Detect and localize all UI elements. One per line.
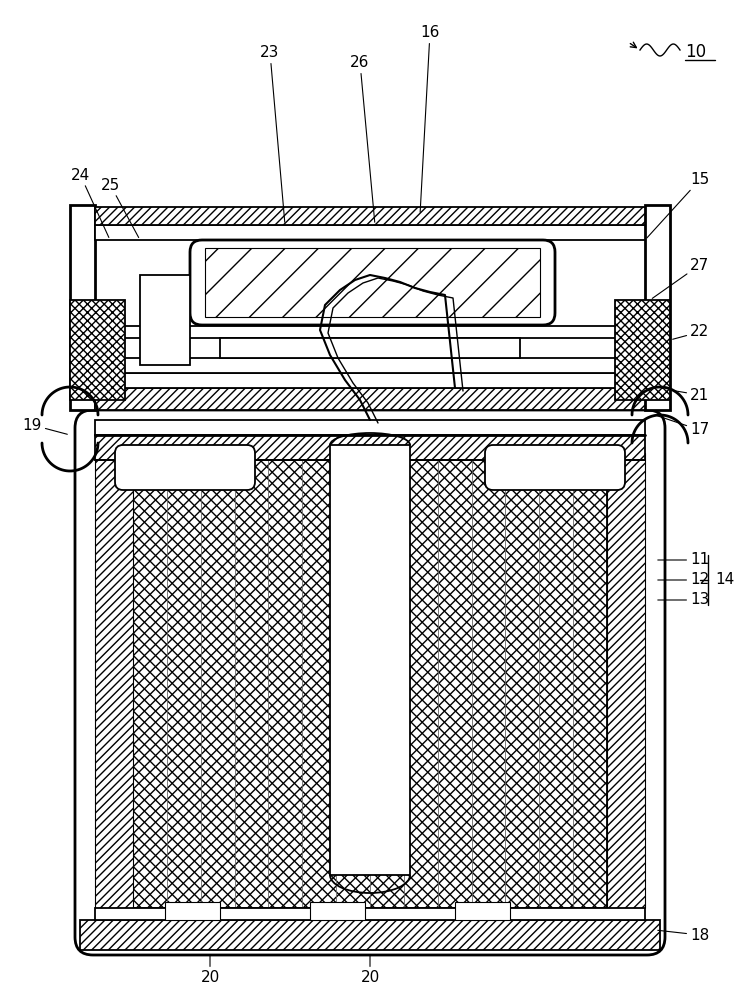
Text: 19: 19	[22, 418, 67, 434]
Bar	[615, 300, 670, 400]
Bar	[133, 460, 607, 908]
Bar	[645, 205, 670, 410]
Text: 14: 14	[715, 572, 735, 587]
Bar	[95, 908, 645, 920]
Text: 18: 18	[658, 928, 709, 942]
FancyBboxPatch shape	[190, 240, 555, 325]
Text: 22: 22	[673, 324, 709, 340]
Bar	[95, 358, 645, 373]
Text: 26: 26	[350, 55, 375, 222]
FancyBboxPatch shape	[485, 445, 625, 490]
Text: 20: 20	[200, 956, 220, 985]
Bar	[310, 902, 365, 920]
Bar	[95, 373, 645, 388]
Bar	[133, 460, 607, 908]
FancyBboxPatch shape	[115, 445, 255, 490]
Bar	[95, 435, 645, 460]
Bar	[95, 326, 645, 338]
Text: 23: 23	[260, 45, 285, 222]
Text: 17: 17	[658, 416, 709, 438]
Bar	[205, 248, 540, 317]
FancyBboxPatch shape	[75, 410, 665, 955]
Bar	[95, 225, 645, 240]
Bar	[455, 902, 510, 920]
Text: 11: 11	[658, 552, 709, 568]
Bar	[220, 338, 520, 358]
Text: 24: 24	[71, 167, 109, 237]
Bar	[95, 453, 133, 908]
Bar	[607, 453, 645, 908]
Bar	[95, 207, 645, 225]
Text: 16: 16	[420, 25, 440, 212]
Text: 15: 15	[647, 172, 709, 238]
Text: 13: 13	[658, 592, 709, 607]
Bar	[95, 420, 645, 435]
Text: 21: 21	[673, 387, 709, 402]
Text: 20: 20	[361, 956, 380, 985]
Bar	[330, 445, 410, 875]
Bar	[80, 920, 660, 950]
Bar	[140, 275, 190, 365]
Text: 25: 25	[101, 178, 139, 238]
Text: 12: 12	[658, 572, 709, 587]
Text: 27: 27	[653, 257, 709, 298]
Bar	[165, 902, 220, 920]
Bar	[70, 205, 95, 410]
Bar	[70, 300, 125, 400]
Text: 10: 10	[685, 43, 706, 61]
Bar	[95, 388, 645, 410]
